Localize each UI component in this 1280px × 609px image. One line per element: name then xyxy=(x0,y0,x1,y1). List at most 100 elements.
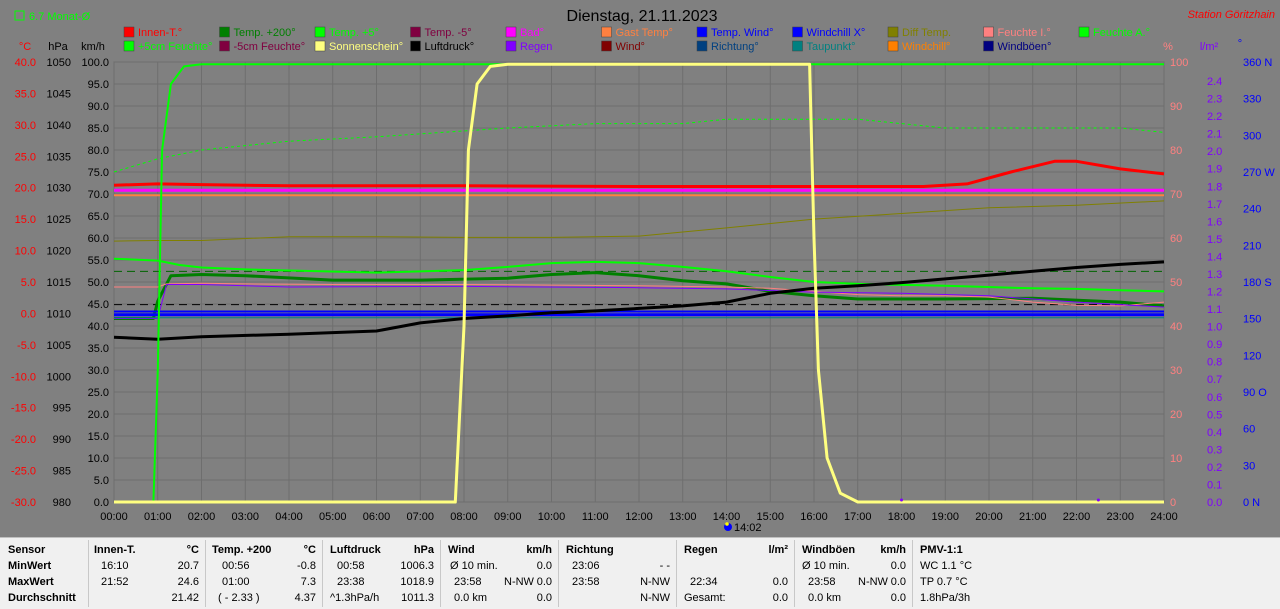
innen-max-val: 24.6 xyxy=(177,576,199,588)
regen-head: Regen xyxy=(684,544,718,556)
tick-label-pct: 10 xyxy=(1170,453,1182,465)
temp200-avg-note: ( - 2.33 ) xyxy=(218,592,260,604)
time-marker[interactable]: 14:02 xyxy=(724,522,762,534)
regen-max-val: 0.0 xyxy=(772,576,788,588)
legend-item[interactable]: Sonnenschein° xyxy=(329,41,403,53)
boeen-max-dir: N-NW xyxy=(858,576,888,588)
legend-swatch[interactable] xyxy=(601,26,612,38)
tick-label-kmh: 50.0 xyxy=(88,277,109,289)
legend-swatch[interactable] xyxy=(314,40,326,52)
legend-item[interactable]: Luftdruck° xyxy=(425,41,475,53)
legend-item[interactable]: Taupunkt° xyxy=(807,41,856,53)
tick-label-rain: 0.0 xyxy=(1207,497,1222,509)
richtung-head: Richtung xyxy=(566,544,614,556)
legend-item[interactable]: Richtung° xyxy=(711,41,759,53)
innen-unit: °C xyxy=(186,544,199,556)
druck-avg-val: 1011.3 xyxy=(401,592,434,604)
druck-min-time: 00:58 xyxy=(337,560,365,572)
legend-item[interactable]: Temp. +5° xyxy=(329,27,379,39)
tick-label-x: 09:00 xyxy=(494,511,522,523)
rain-point xyxy=(900,498,903,502)
tick-label-kmh: 65.0 xyxy=(88,211,109,223)
legend-swatch[interactable] xyxy=(505,26,517,38)
series-line xyxy=(113,260,1165,341)
legend-swatch[interactable] xyxy=(505,40,517,52)
tick-label-kmh: 0.0 xyxy=(94,497,109,509)
legend-swatch[interactable] xyxy=(219,40,230,52)
tick-label-pct: 70 xyxy=(1170,189,1182,201)
legend-swatch[interactable] xyxy=(410,26,421,38)
rain-point xyxy=(1096,498,1100,502)
tick-label-hpa: 1020 xyxy=(47,246,71,258)
legend-item[interactable]: Feuchte A.° xyxy=(1093,27,1150,39)
tick-label-rain: 2.2 xyxy=(1207,111,1222,123)
boeen-avg-val: 0.0 xyxy=(890,592,906,604)
legend-swatch[interactable] xyxy=(983,40,994,52)
marker-sun-icon xyxy=(725,522,729,526)
legend-swatch[interactable] xyxy=(123,26,135,38)
legend-swatch[interactable] xyxy=(696,26,708,38)
legend-swatch[interactable] xyxy=(792,40,803,52)
legend-swatch[interactable] xyxy=(983,26,994,38)
tick-label-c: -20.0 xyxy=(11,434,36,446)
tick-label-hpa: 1000 xyxy=(47,371,71,383)
tick-label-rain: 1.9 xyxy=(1207,164,1222,176)
legend-swatch[interactable] xyxy=(314,26,326,38)
legend-item[interactable]: Regen xyxy=(520,41,552,53)
legend-item[interactable]: Bad° xyxy=(520,27,544,39)
legend-item[interactable]: Innen-T.° xyxy=(138,27,182,39)
legend-item[interactable]: -5cm Feuchte° xyxy=(234,41,306,53)
tick-label-rain: 2.1 xyxy=(1207,129,1222,141)
tick-label-hpa: 1030 xyxy=(47,183,71,195)
legend-item[interactable]: Windböen° xyxy=(998,41,1052,53)
wind-min-time: Ø 10 min. xyxy=(450,560,498,572)
stats-col-temp200: Temp. +200 °C 00:56 -0.8 01:00 7.3 ( - 2… xyxy=(206,538,322,609)
tick-label-direction: 0 N xyxy=(1243,497,1260,509)
legend-swatch[interactable] xyxy=(696,40,708,52)
tick-label-direction: 300 xyxy=(1243,130,1261,142)
legend-item[interactable]: +5cm Feuchte° xyxy=(138,41,212,53)
tick-label-rain: 1.6 xyxy=(1207,216,1222,228)
avg-checkbox[interactable] xyxy=(14,10,25,21)
tick-label-c: 25.0 xyxy=(15,151,36,163)
legend-swatch[interactable] xyxy=(792,26,803,38)
series-line xyxy=(113,159,1165,188)
series-line xyxy=(114,62,1164,504)
wind-max-dir: N-NW xyxy=(504,576,534,588)
richtung-max-val: N-NW xyxy=(640,576,670,588)
tick-label-rain: 2.0 xyxy=(1207,146,1222,158)
legend-item[interactable]: Temp. Wind° xyxy=(711,27,773,39)
legend-item[interactable]: Diff Temp. xyxy=(902,27,951,39)
temp200-head: Temp. +200 xyxy=(212,544,272,556)
regen-avg-note: Gesamt: xyxy=(684,592,726,604)
legend-item[interactable]: Windchill X° xyxy=(807,27,866,39)
tick-label-hpa: 1015 xyxy=(47,277,71,289)
legend-swatch[interactable] xyxy=(1078,26,1090,38)
legend-item[interactable]: Gast Temp° xyxy=(616,27,673,39)
legend-swatch[interactable] xyxy=(887,40,899,52)
legend-item[interactable]: Feuchte I.° xyxy=(998,27,1051,39)
legend-swatch[interactable] xyxy=(410,40,421,52)
tick-label-x: 04:00 xyxy=(275,511,303,523)
tick-label-c: 40.0 xyxy=(15,57,36,69)
boeen-min-time: Ø 10 min. xyxy=(802,560,850,572)
legend-item[interactable]: Wind° xyxy=(616,41,645,53)
wind-head: Wind xyxy=(448,544,475,556)
legend-swatch[interactable] xyxy=(601,40,612,52)
tick-label-rain: 0.2 xyxy=(1207,462,1222,474)
legend-item[interactable]: Temp. -5° xyxy=(425,27,472,39)
tick-label-x: 08:00 xyxy=(450,511,478,523)
tick-label-x: 15:00 xyxy=(756,511,784,523)
tick-label-direction: 120 xyxy=(1243,350,1261,362)
tick-label-c: 20.0 xyxy=(15,183,36,195)
tick-label-x: 22:00 xyxy=(1063,511,1091,523)
regen-avg-val: 0.0 xyxy=(772,592,788,604)
pmv-head: PMV-1:1 xyxy=(920,544,963,556)
legend-item[interactable]: Windchill° xyxy=(902,41,950,53)
legend-swatch[interactable] xyxy=(123,40,135,52)
tick-label-direction: 270 W xyxy=(1243,167,1275,179)
legend-swatch[interactable] xyxy=(887,26,899,38)
legend-swatch[interactable] xyxy=(219,26,230,38)
stats-divider xyxy=(676,540,677,607)
legend-item[interactable]: Temp. +200° xyxy=(234,27,296,39)
